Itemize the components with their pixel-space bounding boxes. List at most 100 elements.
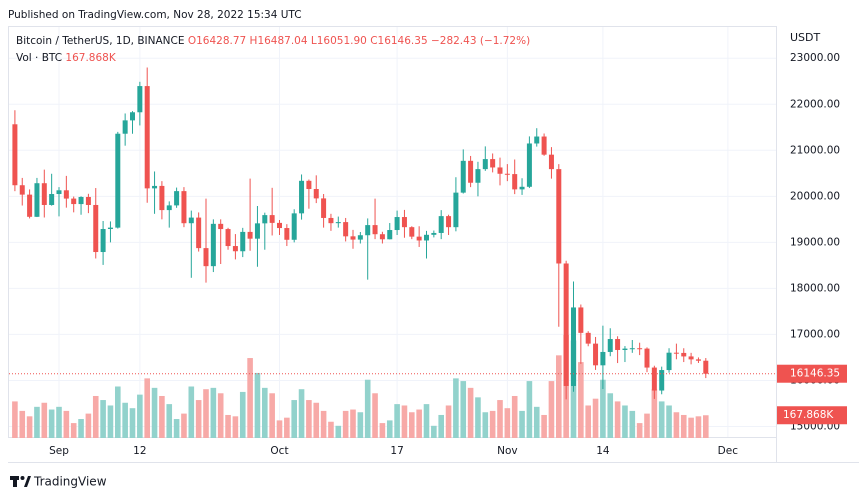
- volume-bar: [357, 412, 364, 438]
- candle-body: [210, 223, 216, 267]
- volume-bar: [239, 391, 246, 438]
- candle-body: [475, 169, 481, 183]
- candle-body: [556, 169, 562, 264]
- candle-body: [659, 370, 665, 391]
- volume-bar: [217, 393, 224, 438]
- candle-body: [460, 160, 466, 193]
- candle-body: [401, 217, 407, 228]
- candle-body: [666, 352, 672, 371]
- volume-bar: [666, 405, 672, 438]
- volume-bar: [409, 412, 415, 438]
- candle-body: [306, 180, 312, 190]
- volume-bar: [115, 386, 121, 438]
- volume-tag: [777, 406, 847, 425]
- candle-body: [607, 339, 613, 352]
- candle-body: [504, 173, 510, 175]
- candle-body: [144, 86, 150, 189]
- last-price-tag: [777, 364, 847, 383]
- volume-bar: [262, 387, 268, 438]
- volume-bar: [48, 409, 55, 438]
- volume-bar: [504, 408, 511, 438]
- volume-bar: [195, 400, 202, 438]
- volume-bar: [210, 387, 217, 438]
- volume-bar: [416, 409, 422, 438]
- candle-body: [107, 227, 113, 230]
- volume-bar: [247, 358, 253, 438]
- volume-bar: [313, 402, 320, 438]
- candle-body: [629, 348, 635, 350]
- volume-bar: [181, 413, 187, 438]
- volume-bar: [56, 406, 62, 438]
- volume-bar: [467, 387, 474, 438]
- volume-bar: [585, 405, 591, 438]
- candle-body: [438, 216, 444, 233]
- candle-body: [335, 222, 341, 224]
- volume-bar: [166, 404, 173, 438]
- last-price-label: 16146.35: [790, 368, 840, 380]
- volume-bar: [614, 401, 621, 438]
- volume-bar: [622, 405, 628, 438]
- candle-body: [365, 225, 371, 236]
- candle-body: [637, 348, 643, 350]
- candle-body: [541, 136, 547, 155]
- published-note: Published on TradingView.com, Nov 28, 20…: [8, 9, 302, 21]
- candle-body: [519, 186, 525, 190]
- volume-bar: [607, 393, 614, 438]
- logo-part: [13, 476, 17, 487]
- volume-bar: [453, 378, 459, 438]
- candle-body: [269, 215, 275, 223]
- candle-body: [49, 194, 55, 205]
- candle-body: [571, 307, 576, 386]
- y-tick-label: 17000.00: [790, 328, 840, 340]
- volume-bar: [438, 414, 444, 438]
- candle-body: [85, 196, 91, 205]
- volume-bar: [445, 405, 452, 438]
- axes: 15000.0016000.0017000.0018000.0019000.00…: [9, 52, 847, 457]
- ohlc-open: O16428.77: [188, 35, 246, 47]
- candle-body: [453, 192, 459, 228]
- volume-bar: [636, 423, 643, 438]
- volume-bar: [284, 417, 290, 438]
- candle-body: [299, 180, 305, 214]
- candle-body: [254, 223, 260, 239]
- candle-body: [321, 198, 327, 218]
- volume-bar: [85, 413, 92, 438]
- volume-bar: [519, 410, 525, 438]
- candle-body: [247, 231, 253, 239]
- volume-bar: [533, 406, 540, 438]
- volume-bar: [644, 413, 650, 438]
- volume-bar: [137, 394, 143, 438]
- candle-body: [232, 246, 238, 252]
- volume-bar: [600, 379, 606, 438]
- candle-body: [174, 191, 180, 206]
- candle-body: [284, 228, 290, 240]
- volume-bar: [548, 381, 555, 438]
- candle-body: [78, 196, 84, 205]
- ohlc-close: C16146.35: [370, 35, 427, 47]
- candle-body: [63, 190, 69, 199]
- volume-bar: [497, 400, 503, 438]
- candle-body: [578, 307, 584, 333]
- volume-bar: [78, 419, 84, 438]
- volume-title: Vol · BTC: [16, 52, 62, 64]
- candle-body: [468, 160, 474, 183]
- logo-part: [20, 476, 25, 480]
- candle-body: [497, 167, 503, 174]
- candle-body: [313, 189, 319, 199]
- volume-bar: [475, 397, 481, 438]
- candle-body: [277, 222, 282, 229]
- candle-body: [343, 222, 349, 237]
- candle-body: [41, 183, 47, 205]
- y-tick-label: 22000.00: [790, 98, 840, 110]
- volume-bar: [364, 379, 371, 438]
- candle-body: [644, 348, 650, 368]
- candle-body: [100, 229, 106, 253]
- volume-bar: [673, 412, 680, 438]
- candle-body: [328, 217, 334, 224]
- volume-bar: [394, 404, 400, 438]
- candle-body: [12, 124, 18, 186]
- candle-body: [534, 136, 540, 144]
- volume-bar: [107, 405, 114, 438]
- candle-body: [703, 360, 709, 374]
- candle-body: [416, 236, 422, 241]
